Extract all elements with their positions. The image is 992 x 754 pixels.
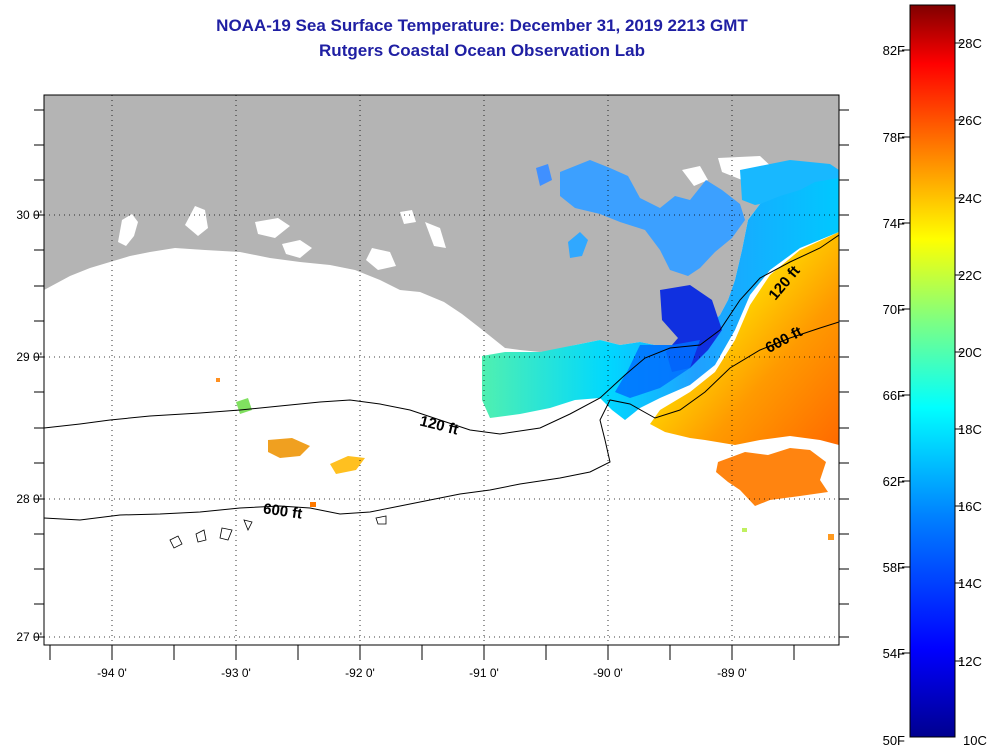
colorbar-c-18: 18C	[958, 422, 982, 437]
lon-label-89: -89 0'	[717, 666, 747, 680]
axis-ticks	[34, 109, 849, 660]
sst-speck	[216, 378, 220, 382]
sst-speck-2	[310, 502, 316, 507]
colorbar	[909, 4, 956, 738]
lakes	[118, 156, 775, 270]
graticule	[44, 95, 839, 645]
sst-warm-water	[650, 232, 839, 445]
contour-600ft	[44, 321, 839, 521]
sst-west-patch-1	[268, 438, 310, 458]
lat-label-29: 29 0'	[16, 350, 42, 364]
colorbar-c-20: 20C	[958, 345, 982, 360]
colorbar-f-58: 58F	[883, 560, 905, 575]
lon-label-93: -93 0'	[221, 666, 251, 680]
colorbar-f-82: 82F	[883, 43, 905, 58]
sst-warm-patch	[716, 448, 828, 506]
colorbar-c-16: 16C	[958, 499, 982, 514]
colorbar-c-26: 26C	[958, 113, 982, 128]
colorbar-f-62: 62F	[883, 474, 905, 489]
map-subtitle: Rutgers Coastal Ocean Observation Lab	[319, 41, 645, 60]
colorbar-f-78: 78F	[883, 130, 905, 145]
colorbar-ticks	[902, 42, 963, 662]
inland-water-east	[560, 160, 745, 276]
land-mass	[44, 95, 839, 352]
colorbar-c-10: 10C	[963, 733, 987, 748]
colorbar-f-54: 54F	[883, 646, 905, 661]
lon-label-90: -90 0'	[593, 666, 623, 680]
inland-water-small	[568, 232, 588, 258]
colorbar-c-14: 14C	[958, 576, 982, 591]
colorbar-f-70: 70F	[883, 302, 905, 317]
lat-label-27: 27 0'	[16, 630, 42, 644]
contour-120ft	[44, 234, 839, 435]
colorbar-c-28: 28C	[958, 36, 982, 51]
sst-speck-4	[742, 528, 747, 532]
inland-water-patch	[536, 164, 552, 186]
colorbar-f-66: 66F	[883, 388, 905, 403]
map-frame	[43, 94, 840, 646]
sst-cold-band	[615, 340, 700, 398]
lat-label-28: 28 0'	[16, 492, 42, 506]
lon-label-94: -94 0'	[97, 666, 127, 680]
contour-islands	[169, 515, 387, 549]
colorbar-f-50: 50F	[883, 733, 905, 748]
colorbar-c-22: 22C	[958, 268, 982, 283]
sst-speck-3	[828, 534, 834, 540]
lat-label-30: 30 0'	[16, 208, 42, 222]
colorbar-c-24: 24C	[958, 191, 982, 206]
lon-label-91: -91 0'	[469, 666, 499, 680]
colorbar-c-12: 12C	[958, 654, 982, 669]
sst-shelf-water	[482, 178, 839, 420]
colorbar-f-74: 74F	[883, 216, 905, 231]
sst-west-patch-2	[330, 456, 365, 474]
lon-label-92: -92 0'	[345, 666, 375, 680]
map-title: NOAA-19 Sea Surface Temperature: Decembe…	[216, 16, 748, 35]
contour-label-600-shelf: 600 ft	[262, 500, 303, 522]
